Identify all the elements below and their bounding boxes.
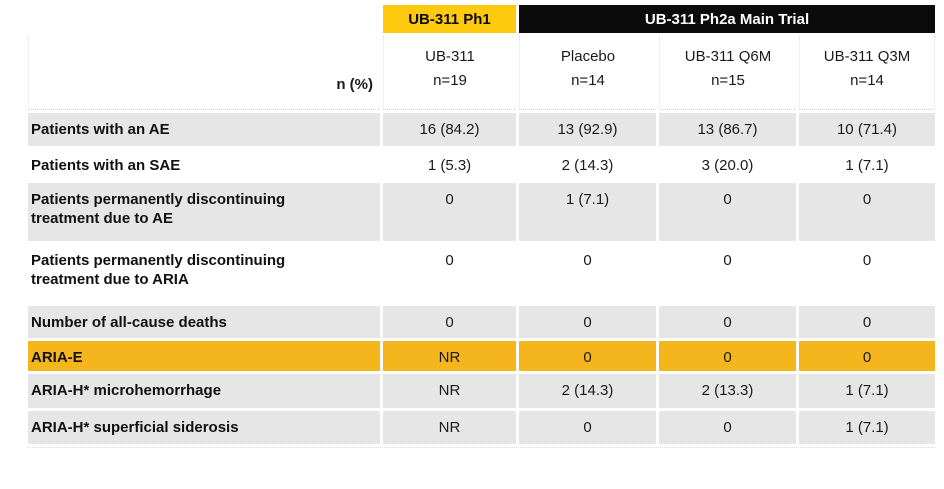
column-n: n=14	[850, 72, 884, 89]
column-n: n=14	[571, 72, 605, 89]
column-n: n=19	[433, 72, 467, 89]
table-row-all-cause-deaths: Number of all-cause deaths 0 0 0 0	[28, 306, 935, 338]
column-header-ub311: UB-311 n=19	[383, 36, 516, 110]
cell-value: 1 (7.1)	[799, 149, 935, 180]
table-bottom-rule	[28, 447, 935, 448]
row-label: Patients with an AE	[28, 113, 380, 146]
cell-value: 16 (84.2)	[383, 113, 516, 146]
cell-value: 0	[519, 306, 656, 338]
table-row-patients-with-ae: Patients with an AE 16 (84.2) 13 (92.9) …	[28, 113, 935, 146]
cell-value: 0	[519, 411, 656, 444]
cell-value: 2 (14.3)	[519, 149, 656, 180]
cell-value: 0	[799, 306, 935, 338]
cell-value: 13 (86.7)	[659, 113, 796, 146]
cell-value: NR	[383, 374, 516, 408]
cell-value: 0	[659, 341, 796, 371]
row-label: Patients permanently discontinuing treat…	[28, 183, 380, 241]
row-label: ARIA-H* superficial siderosis	[28, 411, 380, 444]
row-label: ARIA-H* microhemorrhage	[28, 374, 380, 408]
table-row-discontinuing-due-to-aria: Patients permanently discontinuing treat…	[28, 244, 935, 303]
table-row-discontinuing-due-to-ae: Patients permanently discontinuing treat…	[28, 183, 935, 241]
cell-value: NR	[383, 411, 516, 444]
cell-value: 2 (14.3)	[519, 374, 656, 408]
cell-value: 0	[799, 183, 935, 241]
cell-value: 0	[659, 244, 796, 303]
cell-value: 3 (20.0)	[659, 149, 796, 180]
table-row-aria-e: ARIA-E NR 0 0 0	[28, 341, 935, 371]
row-label: ARIA-E	[28, 341, 380, 371]
cell-value: 0	[659, 411, 796, 444]
cell-value: 1 (7.1)	[519, 183, 656, 241]
unit-label: n (%)	[28, 36, 380, 110]
column-header-ub311-q3m: UB-311 Q3M n=14	[799, 36, 935, 110]
cell-value: 0	[383, 244, 516, 303]
row-label: Number of all-cause deaths	[28, 306, 380, 338]
table-row-aria-h-microhemorrhage: ARIA-H* microhemorrhage NR 2 (14.3) 2 (1…	[28, 374, 935, 408]
cell-value: 0	[799, 341, 935, 371]
column-name: UB-311 Q6M	[684, 48, 772, 65]
cell-value: 1 (7.1)	[799, 411, 935, 444]
cell-value: 0	[519, 244, 656, 303]
cell-value: 13 (92.9)	[519, 113, 656, 146]
cell-value: 0	[659, 306, 796, 338]
cell-value: 10 (71.4)	[799, 113, 935, 146]
column-name: UB-311	[425, 48, 475, 65]
cell-value: 2 (13.3)	[659, 374, 796, 408]
cell-value: 0	[383, 306, 516, 338]
cell-value: 1 (5.3)	[383, 149, 516, 180]
header-ub311-ph1: UB-311 Ph1	[383, 5, 516, 33]
trial-header-row: UB-311 Ph1 UB-311 Ph2a Main Trial	[28, 5, 935, 33]
cell-value: 0	[799, 244, 935, 303]
column-header-ub311-q6m: UB-311 Q6M n=15	[659, 36, 796, 110]
column-name: Placebo	[560, 48, 616, 65]
column-header-placebo: Placebo n=14	[519, 36, 656, 110]
cell-value: 0	[519, 341, 656, 371]
header-ub311-ph2a-main-trial: UB-311 Ph2a Main Trial	[519, 5, 935, 33]
table-row-patients-with-sae: Patients with an SAE 1 (5.3) 2 (14.3) 3 …	[28, 149, 935, 180]
cell-value: 0	[659, 183, 796, 241]
cell-value: 0	[383, 183, 516, 241]
cell-value: 1 (7.1)	[799, 374, 935, 408]
column-n: n=15	[711, 72, 745, 89]
safety-results-table: UB-311 Ph1 UB-311 Ph2a Main Trial n (%) …	[28, 5, 935, 448]
column-header-row: n (%) UB-311 n=19 Placebo n=14 UB-311 Q6…	[28, 36, 935, 110]
row-label: Patients permanently discontinuing treat…	[28, 244, 380, 303]
table-row-aria-h-superficial-siderosis: ARIA-H* superficial siderosis NR 0 0 1 (…	[28, 411, 935, 444]
column-name: UB-311 Q3M	[823, 48, 911, 65]
cell-value: NR	[383, 341, 516, 371]
header-corner-spacer	[28, 5, 380, 33]
row-label: Patients with an SAE	[28, 149, 380, 180]
